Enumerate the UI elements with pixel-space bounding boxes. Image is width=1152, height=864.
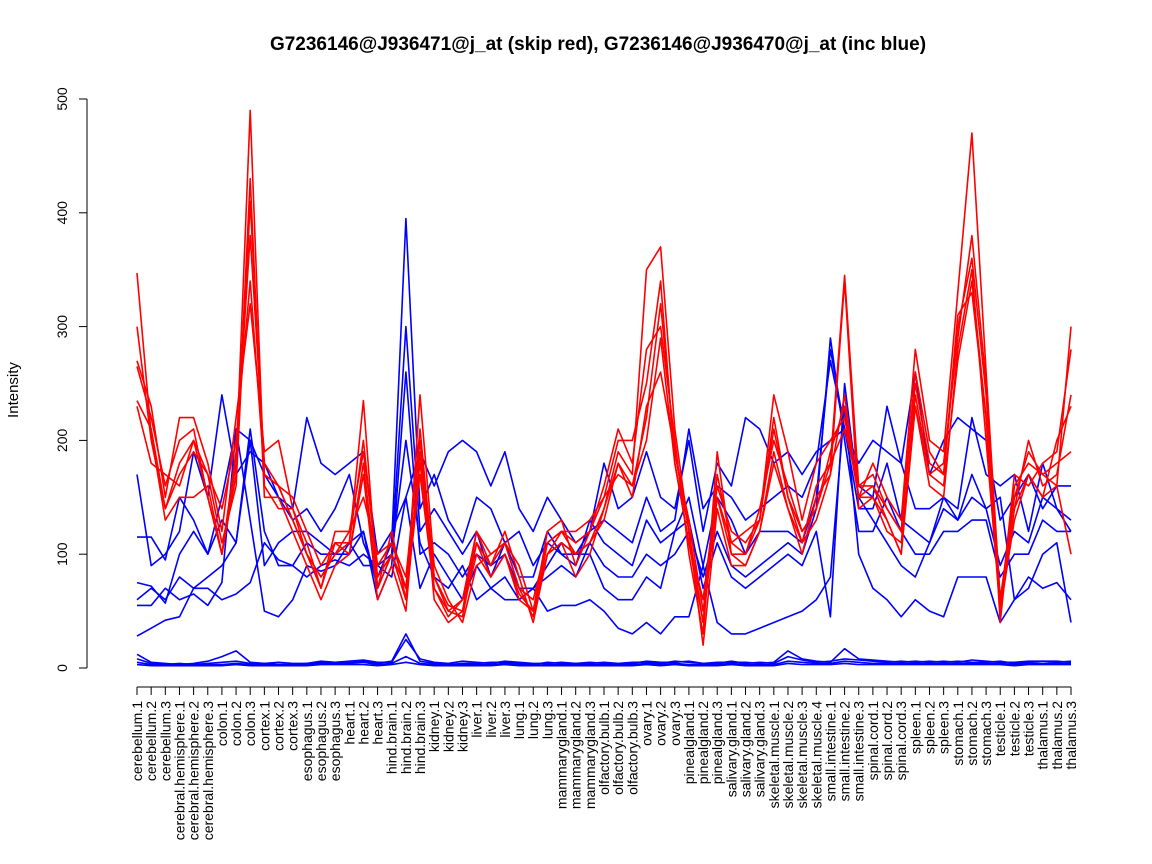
y-tick-label: 200: [54, 429, 70, 453]
x-tick-label: stomach.1: [950, 701, 966, 766]
x-tick-label: spinal.cord.1: [865, 701, 881, 781]
x-axis: cerebellum.1cerebellum.2cerebellum.3cere…: [129, 686, 1079, 841]
x-tick-label: olfactory.bulb.3: [624, 701, 640, 795]
x-tick-label: olfactory.bulb.1: [596, 701, 612, 795]
x-tick-label: cerebellum.3: [157, 701, 173, 781]
series-line-inc-9: [136, 655, 1071, 667]
x-tick-label: spinal.cord.2: [879, 701, 895, 781]
x-tick-label: skeletal.muscle.1: [766, 701, 782, 809]
x-tick-label: cerebellum.1: [129, 701, 145, 781]
x-tick-label: testicle.2: [1006, 701, 1022, 756]
y-tick-label: 300: [54, 315, 70, 339]
series-group: [136, 109, 1072, 667]
series-line-skip-3: [136, 132, 1072, 635]
x-tick-label: esophagus.2: [313, 701, 329, 781]
x-tick-label: thalamus.3: [1063, 701, 1079, 770]
x-tick-label: spinal.cord.3: [893, 701, 909, 781]
x-tick-label: cortex.2: [271, 701, 287, 751]
series-line-skip-6: [136, 234, 1072, 624]
x-tick-label: ovary.1: [638, 701, 654, 746]
series-line-skip-5: [136, 200, 1072, 618]
x-tick-label: salivary.gland.3: [752, 701, 768, 797]
x-tick-label: esophagus.3: [327, 701, 343, 781]
x-tick-label: hind.brain.2: [398, 701, 414, 774]
x-tick-label: ovary.2: [653, 701, 669, 746]
x-tick-label: ovary.3: [667, 701, 683, 746]
x-tick-label: mammarygland.1: [554, 701, 570, 809]
x-tick-label: thalamus.1: [1035, 701, 1051, 770]
x-tick-label: heart.1: [341, 701, 357, 745]
x-tick-label: cortex.3: [285, 701, 301, 751]
x-tick-label: colon.3: [242, 701, 258, 746]
x-tick-label: olfactory.bulb.2: [610, 701, 626, 795]
x-tick-label: spleen.1: [907, 701, 923, 754]
x-tick-label: salivary.gland.2: [738, 701, 754, 797]
x-tick-label: spleen.2: [921, 701, 937, 754]
x-tick-label: lung.1: [511, 701, 527, 739]
y-tick-label: 0: [54, 664, 70, 672]
x-tick-label: testicle.3: [1021, 701, 1037, 756]
x-tick-label: pinealgland.3: [709, 701, 725, 785]
x-tick-label: kidney.2: [440, 701, 456, 752]
x-tick-label: lung.2: [525, 701, 541, 739]
x-tick-label: hind.brain.1: [384, 701, 400, 774]
x-tick-label: stomach.2: [964, 701, 980, 766]
series-line-inc-4: [136, 337, 1071, 601]
chart-title: G7236146@J936471@j_at (skip red), G72361…: [270, 34, 926, 55]
x-tick-label: colon.1: [214, 701, 230, 746]
x-tick-label: small.intestine.1: [822, 701, 838, 802]
series-line-skip-2: [136, 280, 1072, 624]
x-tick-label: cerebellum.2: [143, 701, 159, 781]
y-tick-label: 100: [54, 542, 70, 566]
series-line-inc-6: [136, 405, 1072, 637]
x-tick-label: spleen.3: [936, 701, 952, 754]
x-tick-label: small.intestine.3: [851, 701, 867, 802]
x-tick-label: salivary.gland.1: [723, 701, 739, 797]
series-line-skip-4: [136, 177, 1072, 647]
x-tick-label: esophagus.1: [299, 701, 315, 781]
series-line-inc-10: [136, 661, 1071, 667]
x-tick-label: small.intestine.2: [837, 701, 853, 802]
series-line-inc-5: [137, 382, 1072, 623]
x-tick-label: hind.brain.3: [412, 701, 428, 774]
y-tick-label: 500: [54, 87, 70, 111]
series-line-inc-2: [137, 217, 1072, 578]
y-tick-label: 400: [54, 201, 70, 225]
y-axis-label: Intensity: [5, 362, 22, 418]
x-tick-label: heart.3: [370, 701, 386, 745]
x-tick-label: skeletal.muscle.2: [780, 701, 796, 809]
series-line-inc-8: [136, 633, 1072, 666]
x-tick-label: kidney.1: [426, 701, 442, 752]
x-tick-label: heart.2: [355, 701, 371, 745]
x-tick-label: stomach.3: [978, 701, 994, 766]
x-tick-label: thalamus.2: [1049, 701, 1065, 770]
x-tick-label: cortex.1: [256, 701, 272, 751]
x-tick-label: mammarygland.2: [568, 701, 584, 809]
y-axis: 0 100 200 300 400 500: [54, 87, 88, 672]
x-tick-label: skeletal.muscle.4: [808, 701, 824, 809]
x-tick-label: kidney.3: [454, 701, 470, 752]
x-tick-label: pinealgland.2: [695, 701, 711, 785]
x-tick-label: testicle.1: [992, 701, 1008, 756]
x-tick-label: liver.3: [497, 701, 513, 738]
x-tick-label: lung.3: [539, 701, 555, 739]
x-tick-label: pinealgland.1: [681, 701, 697, 785]
x-tick-label: cerebral.hemisphere.1: [171, 701, 187, 841]
x-tick-label: liver.2: [483, 701, 499, 738]
x-tick-label: colon.2: [228, 701, 244, 746]
x-tick-label: cerebral.hemisphere.2: [186, 701, 202, 841]
x-tick-label: skeletal.muscle.3: [794, 701, 810, 809]
x-tick-label: liver.1: [469, 701, 485, 738]
x-tick-label: cerebral.hemisphere.3: [200, 701, 216, 841]
x-tick-label: mammarygland.3: [582, 701, 598, 809]
